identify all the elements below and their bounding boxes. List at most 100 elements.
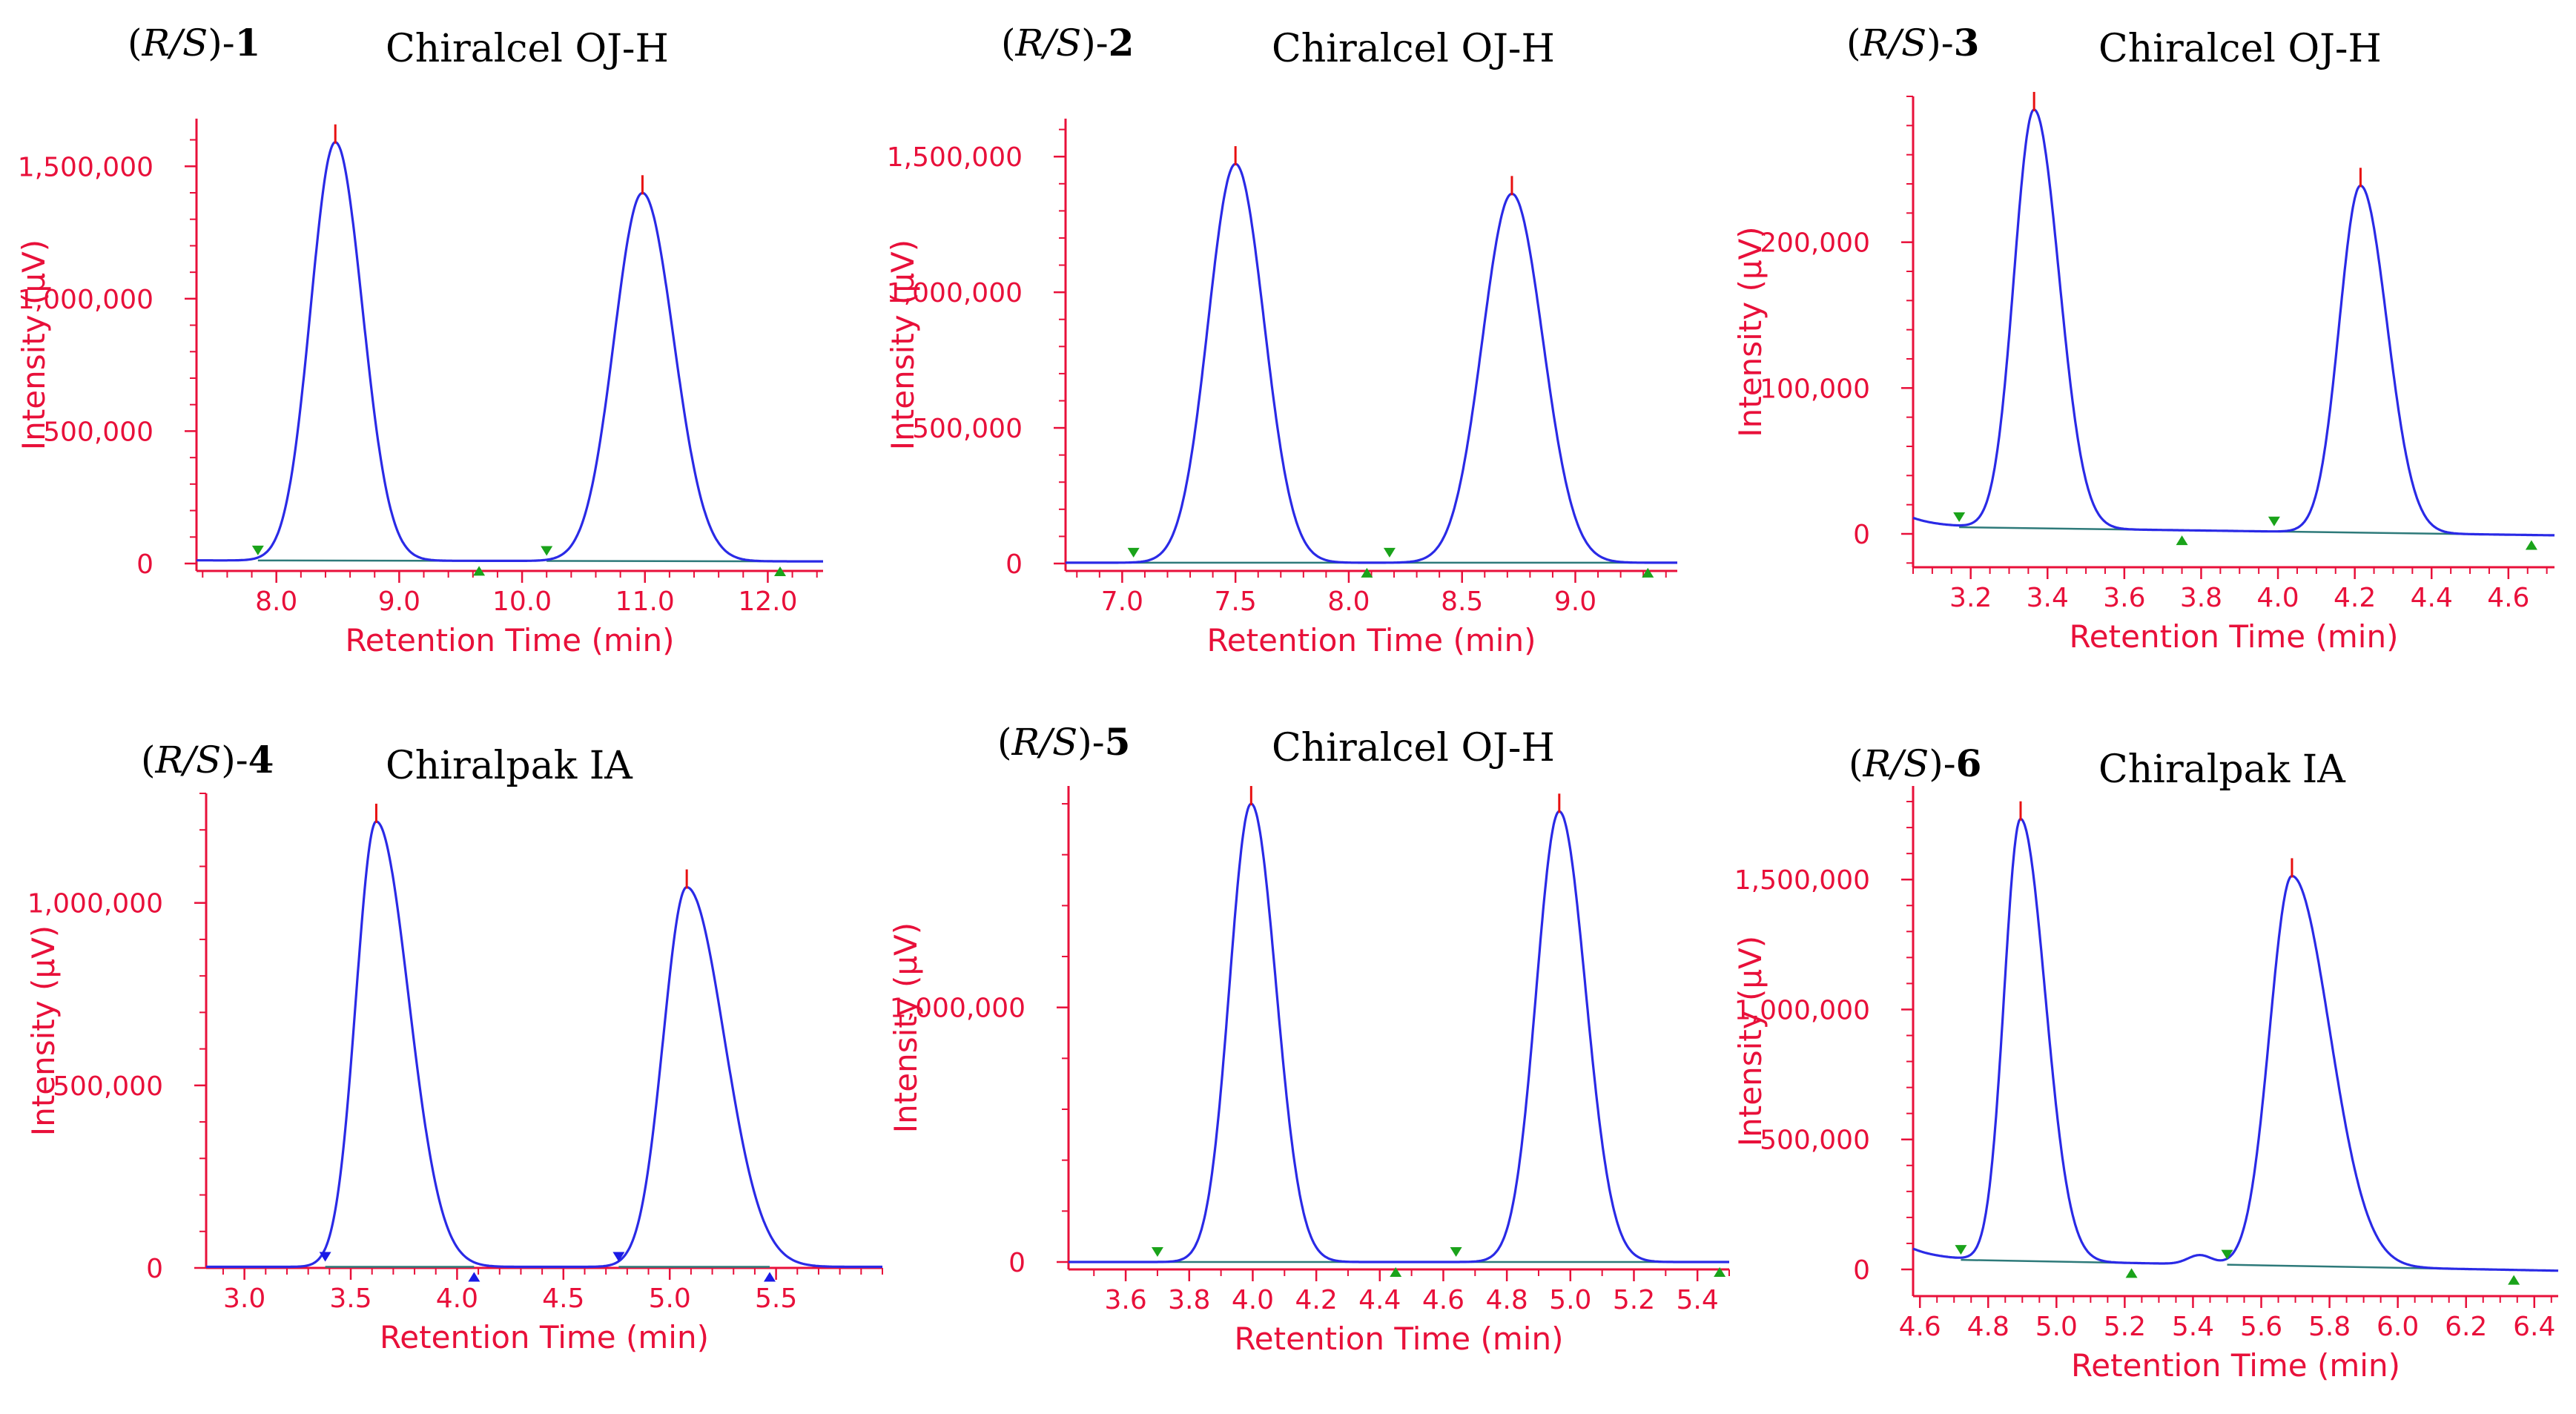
- column-label: Chiralcel OJ-H: [2098, 27, 2382, 71]
- x-axis-title: Retention Time (min): [1207, 622, 1536, 658]
- y-tick-label: 500,000: [43, 417, 153, 447]
- x-tick-label: 4.2: [1295, 1285, 1337, 1315]
- x-tick-label: 4.6: [1422, 1285, 1464, 1315]
- compound-label-open: (: [141, 739, 156, 782]
- x-tick-label: 4.4: [2411, 583, 2453, 613]
- x-axis-title: Retention Time (min): [2070, 618, 2399, 655]
- column-label: Chiralcel OJ-H: [386, 27, 669, 71]
- compound-number: 4: [248, 738, 274, 782]
- compound-number: 6: [1956, 741, 1982, 785]
- peak-start-marker: [612, 1252, 625, 1262]
- compound-label-close: )-: [221, 739, 248, 782]
- column-label: Chiralpak IA: [2098, 747, 2346, 792]
- y-axis-title: Intensity (μV): [16, 239, 52, 450]
- y-tick-label: 1,500,000: [18, 152, 153, 182]
- x-tick-label: 3.8: [1168, 1285, 1210, 1315]
- x-tick-label: 12.0: [738, 587, 797, 617]
- chromatogram-panel-3: 3.2 3.4 3.6 3.8 4.0 4.2 4.4 4.6 0 100,000 200,000 R…: [1732, 21, 2555, 655]
- y-tick-label: 1,000,000: [18, 285, 153, 315]
- x-tick-label: 4.0: [1232, 1285, 1274, 1315]
- peak-start-marker: [1127, 547, 1140, 558]
- x-tick-label: 3.5: [329, 1283, 371, 1314]
- x-tick-label: 8.0: [1327, 587, 1370, 617]
- x-tick-label: 4.0: [436, 1283, 478, 1314]
- y-tick-label: 100,000: [1760, 374, 1870, 404]
- y-tick-label: 1,500,000: [1734, 865, 1870, 896]
- y-tick-label: 0: [146, 1254, 163, 1284]
- peak-start-marker: [541, 546, 553, 556]
- compound-label-config: R/S: [1860, 22, 1927, 65]
- y-axis-title: Intensity (μV): [25, 925, 62, 1136]
- x-tick-label: 5.8: [2308, 1312, 2351, 1342]
- x-tick-label: 3.6: [1104, 1285, 1146, 1315]
- peak-start-marker: [2221, 1249, 2233, 1260]
- x-tick-label: 5.2: [1613, 1285, 1655, 1315]
- column-label: Chiralpak IA: [386, 744, 633, 788]
- compound-label: (R/S)-3: [1846, 21, 1979, 65]
- compound-label: (R/S)-5: [997, 720, 1130, 764]
- compound-label-open: (: [1001, 22, 1016, 65]
- compound-label-open: (: [1846, 22, 1861, 65]
- compound-label-close: )-: [1081, 22, 1108, 65]
- compound-label-config: R/S: [1015, 22, 1082, 65]
- x-tick-label: 5.0: [649, 1283, 691, 1314]
- peak-end-marker: [2176, 535, 2188, 546]
- x-axis-title: Retention Time (min): [1235, 1321, 1564, 1357]
- x-tick-label: 4.6: [2487, 583, 2529, 613]
- peak-end-marker: [2525, 540, 2537, 550]
- x-tick-label: 6.4: [2513, 1312, 2555, 1342]
- x-tick-label: 4.4: [1358, 1285, 1401, 1315]
- peak-end-marker: [1714, 1267, 1726, 1277]
- compound-label-close: )-: [1929, 742, 1955, 785]
- compound-number: 2: [1109, 21, 1135, 65]
- peak-end-marker: [2508, 1275, 2520, 1285]
- compound-label-close: )-: [1926, 22, 1953, 65]
- peak-start-marker: [1953, 512, 1966, 523]
- peak-end-marker: [468, 1272, 480, 1282]
- integration-baseline: [546, 560, 781, 563]
- y-tick-label: 0: [136, 549, 153, 580]
- chromatogram-trace: [1912, 108, 2555, 537]
- x-tick-label: 4.8: [1967, 1312, 2009, 1342]
- column-label: Chiralcel OJ-H: [1272, 726, 1555, 770]
- x-tick-label: 5.5: [755, 1283, 797, 1314]
- compound-label-open: (: [997, 721, 1012, 764]
- y-tick-label: 500,000: [912, 414, 1023, 444]
- y-axis-title: Intensity (μV): [1732, 226, 1768, 437]
- y-axis-title: Intensity (μV): [888, 922, 924, 1133]
- y-tick-label: 1,500,000: [887, 142, 1023, 173]
- compound-label-close: )-: [1077, 721, 1104, 764]
- x-axis-title: Retention Time (min): [380, 1319, 709, 1355]
- x-tick-label: 4.0: [2256, 583, 2299, 613]
- y-tick-label: 1,000,000: [887, 278, 1023, 308]
- compound-number: 3: [1954, 21, 1980, 65]
- compound-number: 5: [1105, 720, 1131, 764]
- chromatogram-panel-5: 3.6 3.8 4.0 4.2 4.4 4.6 4.8 5.0 5.2 5.4 0 1,000,000…: [888, 720, 1730, 1357]
- peak-end-marker: [774, 566, 787, 577]
- peak-start-marker: [251, 545, 264, 555]
- compound-label: (R/S)-6: [1849, 741, 1981, 785]
- chromatogram-panel-1: 8.0 9.0 10.0 11.0 12.0 0 500,000 1,000,000 1,500…: [16, 21, 824, 658]
- peak-end-marker: [2125, 1268, 2138, 1278]
- chromatogram-trace: [205, 820, 883, 1269]
- peak-end-marker: [1390, 1267, 1402, 1277]
- x-tick-label: 4.2: [2334, 583, 2376, 613]
- x-tick-label: 6.2: [2445, 1312, 2487, 1342]
- y-tick-label: 1,000,000: [890, 994, 1026, 1024]
- y-axis-title: Intensity (μV): [1732, 936, 1768, 1146]
- chromatogram-trace: [1065, 162, 1678, 564]
- x-tick-label: 5.0: [2035, 1312, 2078, 1342]
- chromatogram-trace: [196, 141, 824, 563]
- integration-baseline: [1961, 1258, 2132, 1264]
- x-tick-label: 11.0: [615, 587, 675, 617]
- compound-label-config: R/S: [1863, 742, 1929, 785]
- peak-start-marker: [1151, 1247, 1163, 1257]
- compound-number: 1: [235, 21, 261, 65]
- x-tick-label: 5.0: [1549, 1285, 1591, 1315]
- x-tick-label: 3.6: [2103, 583, 2145, 613]
- compound-label-config: R/S: [155, 739, 222, 782]
- x-tick-label: 9.0: [1554, 587, 1596, 617]
- y-tick-label: 1,000,000: [27, 889, 163, 919]
- x-tick-label: 8.0: [255, 587, 297, 617]
